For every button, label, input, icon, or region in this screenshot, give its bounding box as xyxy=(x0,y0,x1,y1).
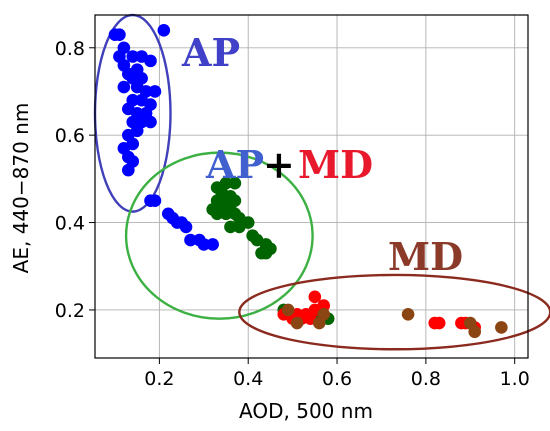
annotation-apmd-plus: + xyxy=(263,142,295,187)
data-point xyxy=(148,85,162,98)
data-point xyxy=(259,246,273,260)
plot-frame xyxy=(94,14,529,359)
data-point xyxy=(308,290,322,304)
annotation-apmd-ap: AP xyxy=(205,142,264,187)
data-point xyxy=(228,176,242,190)
data-point xyxy=(148,194,162,208)
data-point xyxy=(495,321,508,334)
x-tick-label: 0.8 xyxy=(411,368,441,390)
annotation-md: MD xyxy=(388,234,463,279)
data-point xyxy=(144,115,157,129)
data-point xyxy=(224,220,237,234)
data-point xyxy=(179,220,193,234)
data-point xyxy=(113,28,126,41)
data-point xyxy=(317,308,331,321)
annotation-apmd-md: MD xyxy=(298,142,373,187)
data-point xyxy=(184,233,197,247)
y-tick-label: 0.8 xyxy=(55,38,85,60)
y-tick-label: 0.2 xyxy=(55,300,85,322)
data-point xyxy=(122,163,135,177)
x-tick-label: 0.6 xyxy=(322,368,352,390)
data-point xyxy=(401,308,415,321)
data-point xyxy=(219,207,233,221)
x-tick-label: 0.4 xyxy=(233,368,263,390)
y-tick-label: 0.6 xyxy=(55,125,85,147)
data-point xyxy=(117,80,131,94)
data-point xyxy=(197,238,211,251)
data-point xyxy=(210,207,224,221)
y-tick-label: 0.4 xyxy=(55,213,85,235)
y-axis-label: AE, 440−870 nm xyxy=(9,103,33,274)
data-point xyxy=(206,238,219,251)
data-point xyxy=(281,303,295,317)
x-tick-label: 0.2 xyxy=(144,368,174,390)
annotation-ap: AP xyxy=(181,30,240,75)
data-point xyxy=(233,220,246,234)
data-point xyxy=(157,23,171,37)
x-tick-label: 1.0 xyxy=(500,368,530,390)
cluster-ellipse-md xyxy=(238,273,550,351)
x-axis-label: AOD, 500 nm xyxy=(239,399,373,423)
data-points xyxy=(108,23,508,339)
data-point xyxy=(144,54,157,68)
cluster-ellipse-ap-md xyxy=(124,151,314,320)
data-point xyxy=(468,325,482,339)
data-point xyxy=(290,316,304,330)
data-point xyxy=(126,50,140,63)
data-point xyxy=(317,299,331,312)
data-point xyxy=(432,316,446,330)
axis-ticks: 0.2 0.4 0.6 0.8 1.0 0.2 0.4 0.6 0.8 xyxy=(55,38,530,390)
